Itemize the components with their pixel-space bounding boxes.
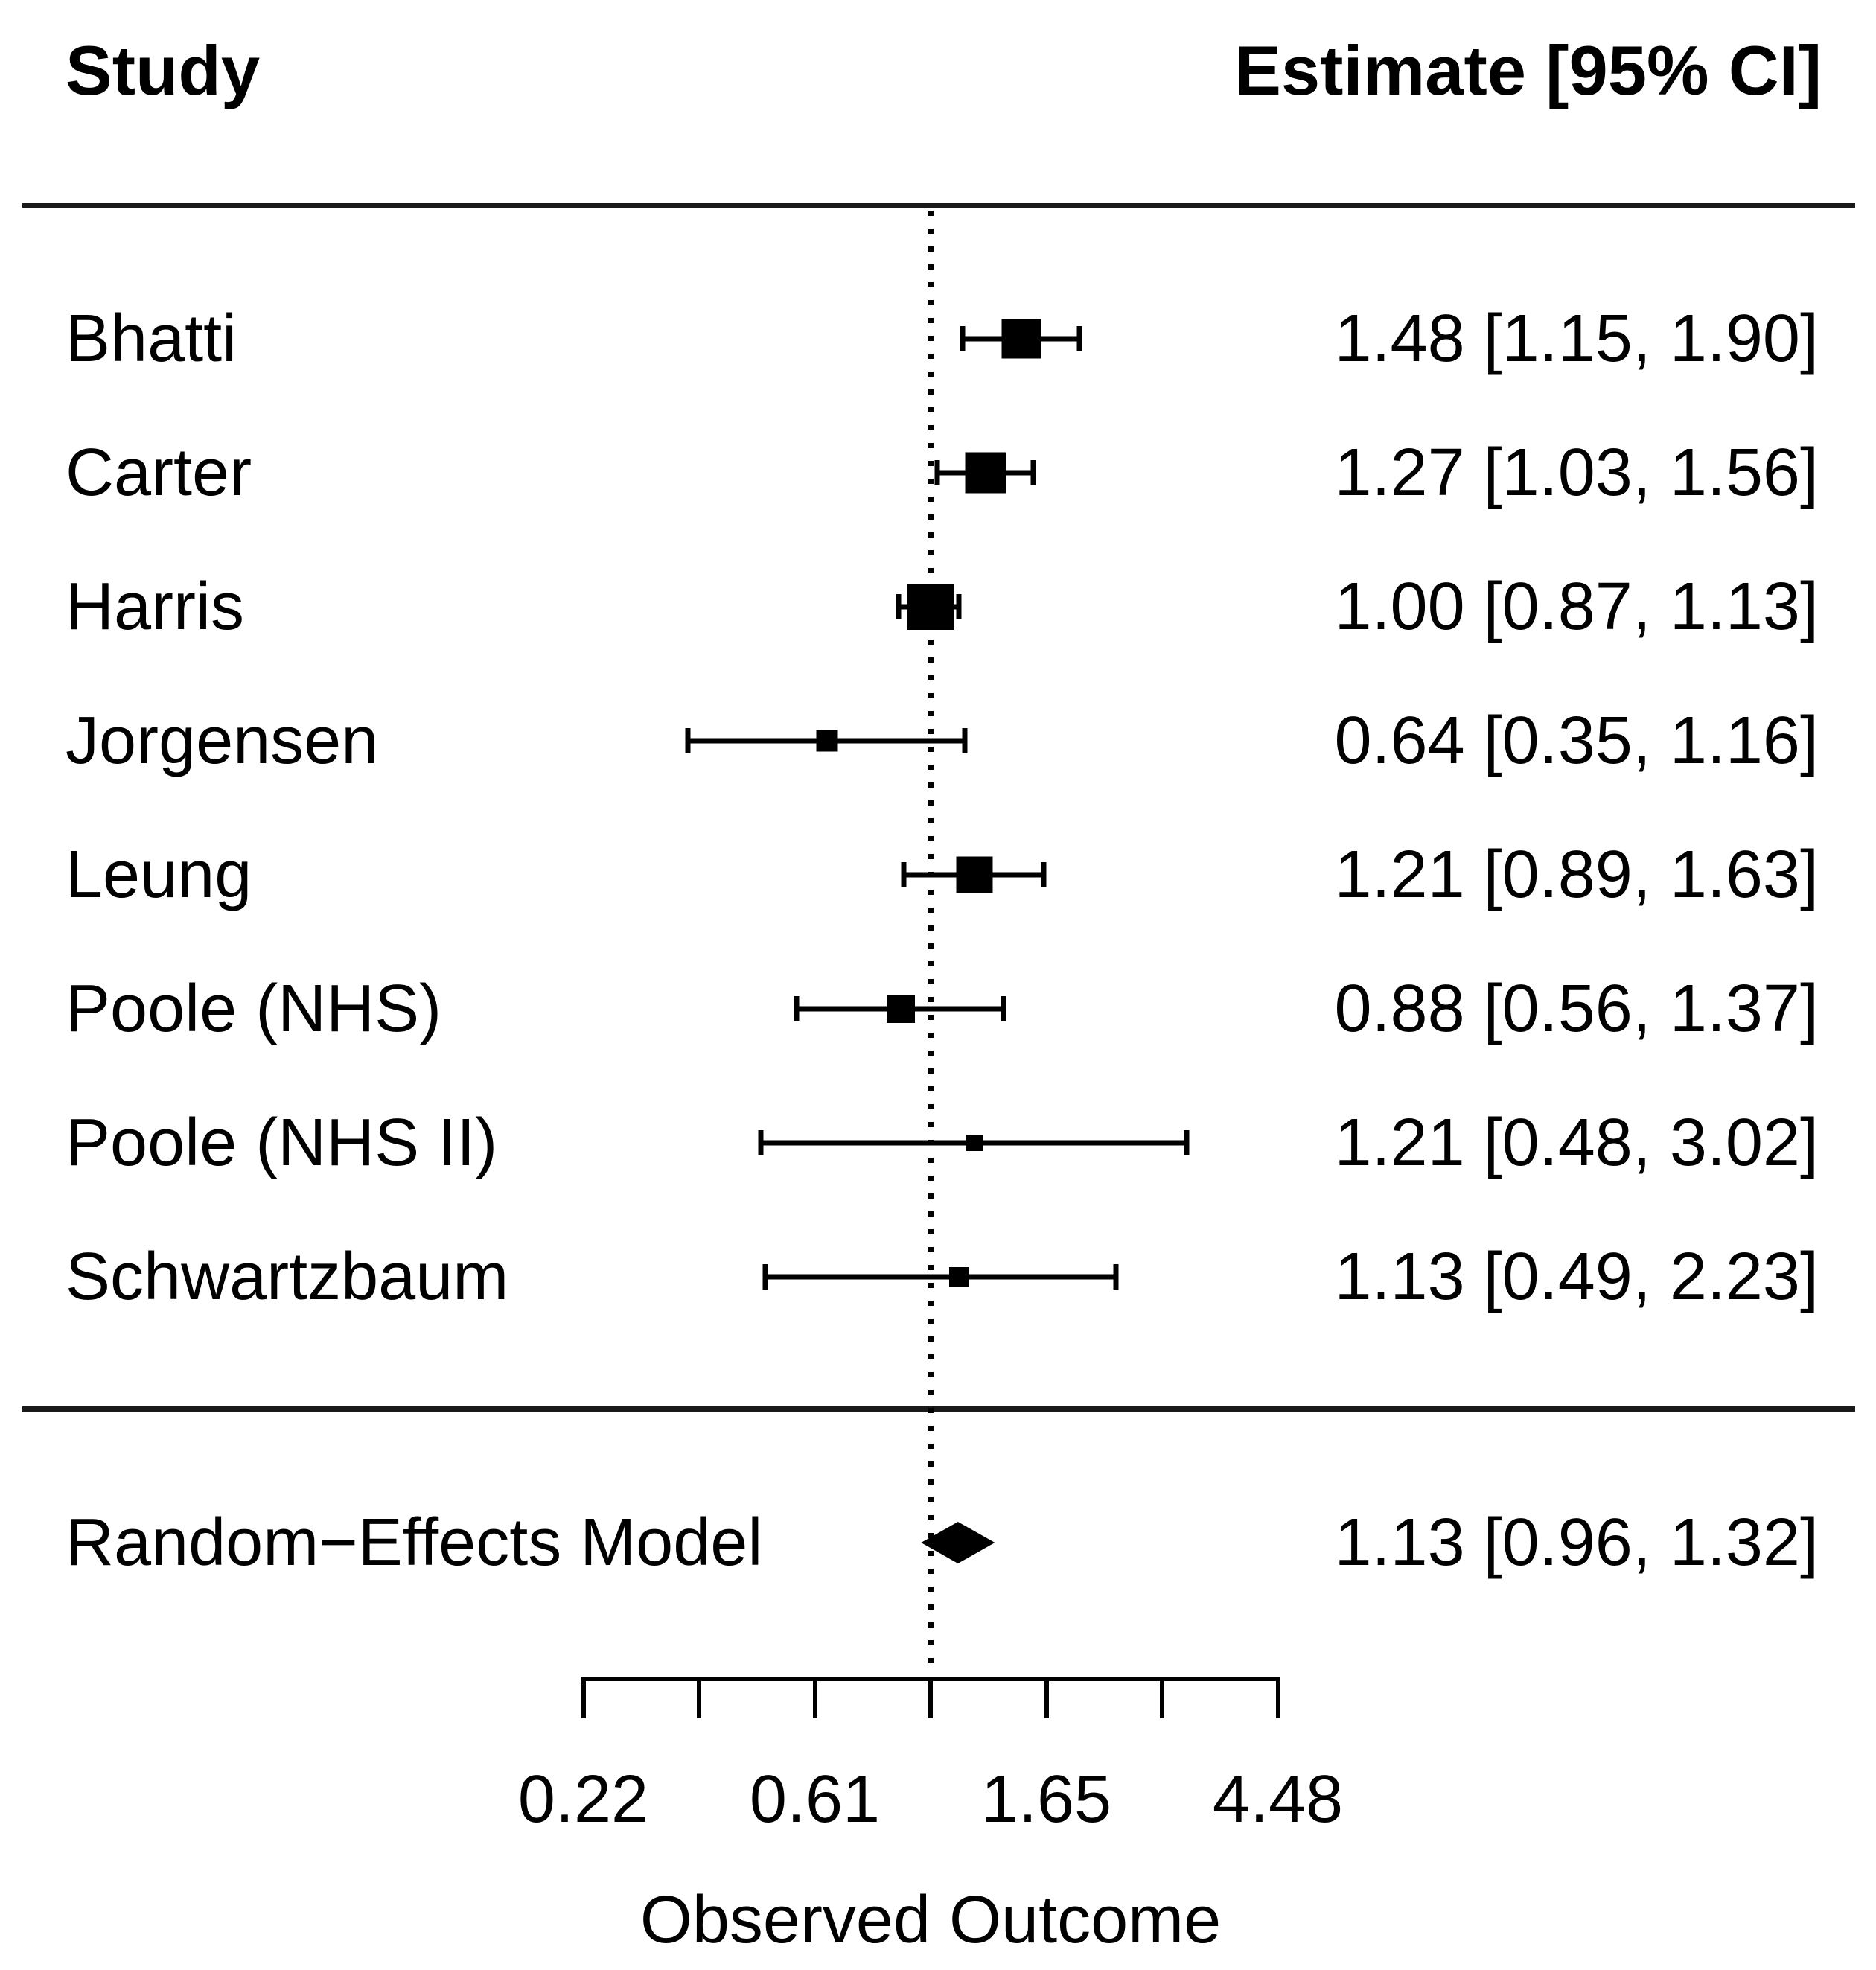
estimate-square xyxy=(907,584,954,630)
ci-cap-left xyxy=(758,1130,764,1155)
study-label: Jorgensen xyxy=(66,704,379,778)
x-axis-tick xyxy=(812,1677,817,1718)
ci-line xyxy=(765,1274,1117,1280)
estimate-text: 1.13 [0.49, 2.23] xyxy=(1334,1240,1819,1314)
estimate-square xyxy=(887,995,916,1023)
x-axis-tick-label: 1.65 xyxy=(980,1762,1112,1837)
ci-cap-right xyxy=(1113,1264,1119,1290)
estimate-square xyxy=(1001,319,1041,359)
study-label: Poole (NHS) xyxy=(66,972,442,1046)
separator-line-bottom xyxy=(22,1406,1855,1412)
column-header-study: Study xyxy=(66,31,261,109)
summary-label: Random−Effects Model xyxy=(66,1505,763,1580)
study-label: Carter xyxy=(66,436,252,510)
estimate-square xyxy=(816,730,838,752)
column-header-estimate: Estimate [95% CI] xyxy=(1234,31,1822,109)
study-label: Leung xyxy=(66,838,252,912)
study-label: Bhatti xyxy=(66,302,237,376)
ci-cap-right xyxy=(1041,862,1047,887)
ci-cap-left xyxy=(685,728,690,753)
estimate-text: 1.27 [1.03, 1.56] xyxy=(1334,436,1819,510)
ci-cap-left xyxy=(794,996,800,1021)
ci-cap-left xyxy=(901,862,907,887)
x-axis-tick xyxy=(1044,1677,1049,1718)
x-axis-tick xyxy=(1160,1677,1164,1718)
ci-cap-left xyxy=(960,326,966,351)
estimate-text: 1.21 [0.89, 1.63] xyxy=(1334,838,1819,912)
x-axis-tick xyxy=(928,1677,933,1718)
ci-cap-left xyxy=(762,1264,768,1290)
estimate-square xyxy=(965,452,1006,494)
ci-cap-left xyxy=(896,594,902,619)
estimate-text: 1.00 [0.87, 1.13] xyxy=(1334,570,1819,644)
ci-cap-right xyxy=(1184,1130,1190,1155)
study-label: Poole (NHS II) xyxy=(66,1106,498,1180)
x-axis-tick-label: 0.22 xyxy=(517,1762,649,1837)
ci-cap-right xyxy=(1076,326,1082,351)
study-label: Harris xyxy=(66,570,244,644)
estimate-square xyxy=(966,1135,983,1151)
x-axis-tick xyxy=(581,1677,586,1718)
ci-cap-right xyxy=(962,728,968,753)
reference-dotted-line xyxy=(928,211,934,1675)
x-axis-tick-label: 4.48 xyxy=(1212,1762,1344,1837)
ci-cap-right xyxy=(1001,996,1006,1021)
estimate-text: 1.21 [0.48, 3.02] xyxy=(1334,1106,1819,1180)
ci-cap-right xyxy=(1030,460,1036,485)
x-axis-tick xyxy=(1275,1677,1280,1718)
estimate-text: 0.88 [0.56, 1.37] xyxy=(1334,972,1819,1046)
estimate-square xyxy=(949,1267,969,1287)
separator-line-top xyxy=(22,203,1855,208)
summary-estimate-text: 1.13 [0.96, 1.32] xyxy=(1334,1505,1819,1580)
x-axis-title: Observed Outcome xyxy=(639,1883,1222,1957)
x-axis-tick xyxy=(697,1677,701,1718)
estimate-text: 1.48 [1.15, 1.90] xyxy=(1334,302,1819,376)
ci-cap-left xyxy=(934,460,940,485)
study-label: Schwartzbaum xyxy=(66,1240,509,1314)
x-axis-tick-label: 0.61 xyxy=(749,1762,881,1837)
estimate-square xyxy=(956,856,993,893)
estimate-text: 0.64 [0.35, 1.16] xyxy=(1334,704,1819,778)
ci-cap-right xyxy=(956,594,962,619)
